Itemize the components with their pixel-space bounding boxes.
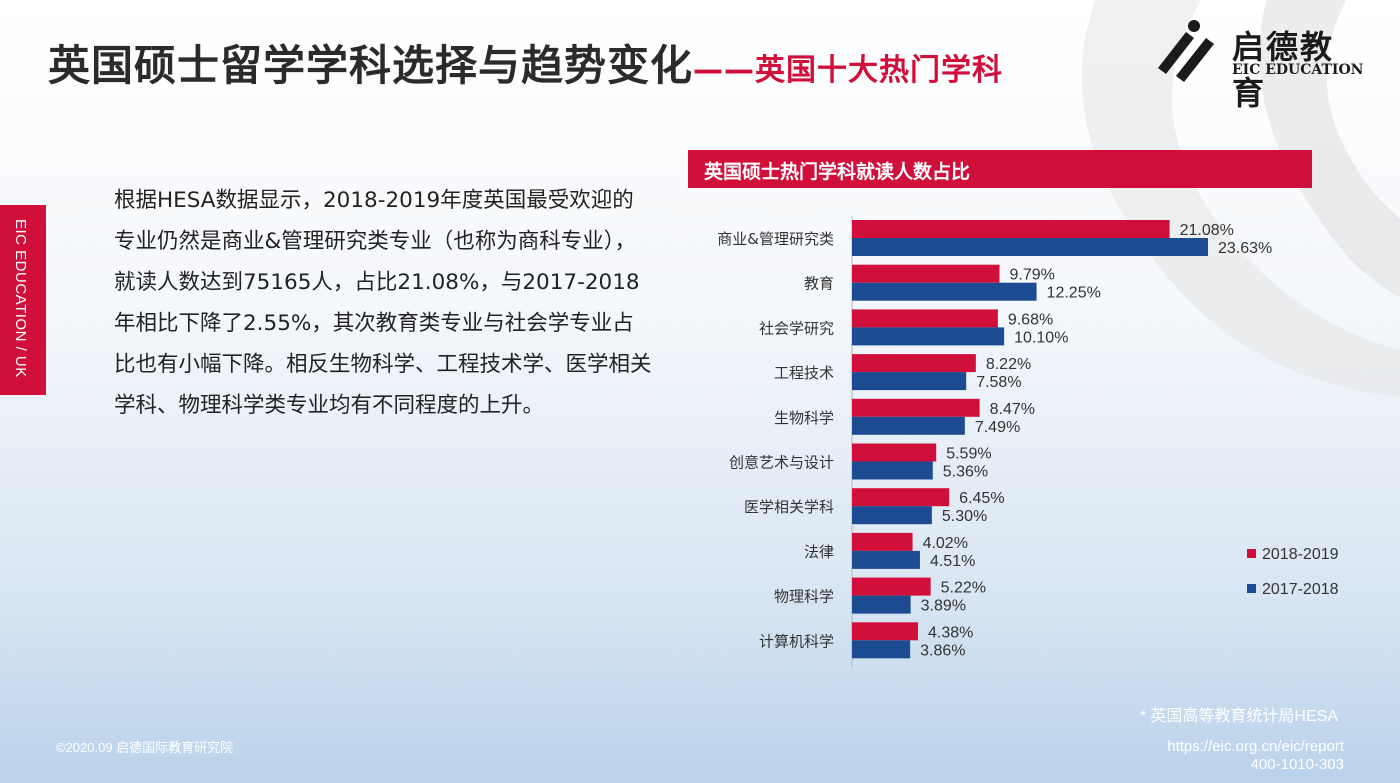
- bar-2017-2018: [852, 416, 965, 435]
- bar-2018-2019: [852, 264, 1000, 283]
- category-label: 医学相关学科: [744, 498, 834, 516]
- bar-2017-2018: [852, 372, 967, 391]
- data-label: 4.02%: [923, 535, 968, 552]
- data-label: 23.63%: [1218, 240, 1272, 257]
- data-label: 3.86%: [920, 642, 965, 659]
- bar-2018-2019: [852, 622, 918, 641]
- eic-logo: 启德教育 EIC EDUCATION: [1148, 18, 1364, 112]
- side-tab: EIC EDUCATION / UK: [0, 205, 46, 395]
- bar-2018-2019: [852, 488, 950, 507]
- data-label: 21.08%: [1180, 222, 1234, 239]
- category-label: 社会学研究: [759, 319, 834, 337]
- bar-2017-2018: [852, 640, 911, 659]
- logo-name-cn: 启德教育: [1232, 28, 1335, 112]
- eic-logo-icon: [1158, 20, 1214, 82]
- page-title: 英国硕士留学学科选择与趋势变化——英国十大热门学科: [48, 32, 1003, 93]
- bar-2017-2018: [852, 550, 920, 569]
- bar-2017-2018: [852, 327, 1005, 346]
- data-label: 9.68%: [1008, 311, 1053, 328]
- chart-title: 英国硕士热门学科就读人数占比: [704, 161, 971, 183]
- data-label: 5.36%: [943, 464, 988, 481]
- logo-name-en: EIC EDUCATION: [1232, 62, 1364, 78]
- legend-label: 2017-2018: [1262, 581, 1339, 598]
- category-label: 生物科学: [774, 409, 834, 427]
- data-label: 5.30%: [942, 508, 987, 525]
- category-label: 商业&管理研究类: [717, 230, 834, 248]
- phone-number: 400-1010-303: [1250, 756, 1344, 773]
- copyright: ©2020.09 启德国际教育研究院: [56, 740, 234, 755]
- data-label: 4.38%: [928, 624, 973, 641]
- data-label: 8.22%: [986, 356, 1031, 373]
- category-label: 法律: [804, 543, 834, 561]
- side-tab-label: EIC EDUCATION / UK: [12, 219, 29, 378]
- body-paragraph: 根据HESA数据显示，2018-2019年度英国最受欢迎的专业仍然是商业&管理研…: [114, 188, 652, 418]
- bar-2017-2018: [852, 282, 1037, 301]
- bar-2017-2018: [852, 595, 911, 614]
- bar-2017-2018: [852, 461, 933, 480]
- bar-2018-2019: [852, 309, 998, 328]
- bar-2018-2019: [852, 220, 1170, 238]
- legend-label: 2018-2019: [1262, 546, 1339, 563]
- data-label: 5.59%: [946, 446, 991, 463]
- data-label: 7.49%: [975, 419, 1020, 436]
- title-subtitle: ——英国十大热门学科: [693, 53, 1004, 88]
- footnote: * 英国高等教育统计局HESA: [1139, 708, 1338, 725]
- data-label: 12.25%: [1047, 285, 1101, 302]
- data-label: 7.58%: [976, 374, 1021, 391]
- title-main: 英国硕士留学学科选择与趋势变化: [48, 41, 694, 90]
- legend-swatch: [1247, 584, 1256, 593]
- data-label: 6.45%: [959, 490, 1004, 507]
- bar-2017-2018: [852, 238, 1208, 256]
- category-label: 教育: [804, 275, 834, 293]
- category-label: 计算机科学: [759, 632, 834, 650]
- data-label: 8.47%: [990, 401, 1035, 418]
- category-label: 工程技术: [774, 364, 834, 382]
- bar-2018-2019: [852, 577, 931, 596]
- data-label: 9.79%: [1009, 267, 1054, 284]
- report-url: https://eic.org.cn/eic/report: [1167, 738, 1344, 755]
- data-label: 4.51%: [930, 553, 975, 570]
- bar-2018-2019: [852, 532, 913, 551]
- bar-2018-2019: [852, 354, 976, 373]
- bar-2017-2018: [852, 506, 932, 525]
- bar-2018-2019: [852, 443, 937, 462]
- chart-header: 英国硕士热门学科就读人数占比: [688, 150, 1312, 188]
- data-label: 5.22%: [941, 580, 986, 597]
- data-label: 3.89%: [921, 598, 966, 615]
- bar-2018-2019: [852, 398, 980, 417]
- category-label: 创意艺术与设计: [729, 454, 834, 472]
- data-label: 10.10%: [1014, 329, 1068, 346]
- category-label: 物理科学: [774, 588, 834, 606]
- legend-swatch: [1247, 549, 1256, 558]
